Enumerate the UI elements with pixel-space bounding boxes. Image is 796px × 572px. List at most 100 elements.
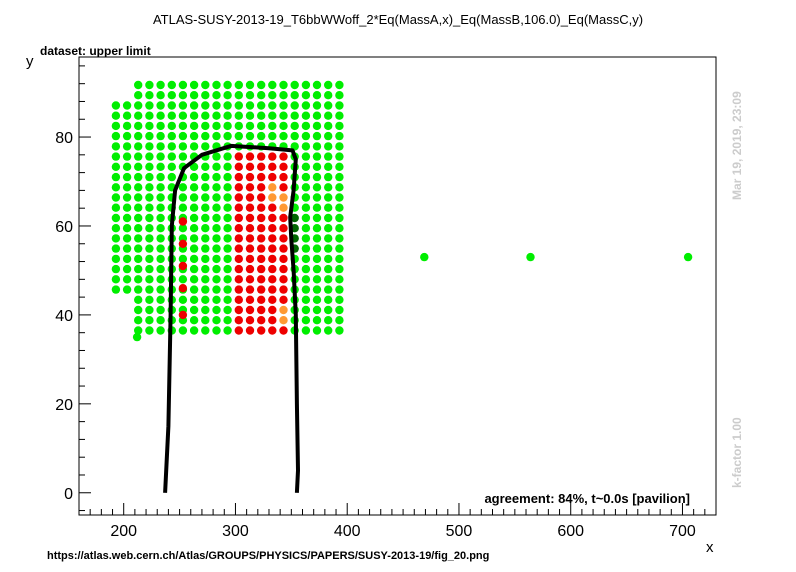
data-point <box>257 264 266 274</box>
data-point <box>189 305 199 315</box>
data-point <box>156 172 165 182</box>
data-point <box>201 142 210 151</box>
data-point <box>324 142 333 151</box>
data-point <box>257 213 266 223</box>
data-point <box>279 193 288 202</box>
data-point <box>335 203 344 212</box>
data-point <box>178 183 188 192</box>
data-point <box>134 316 143 325</box>
data-point <box>167 162 176 171</box>
data-point <box>201 285 210 294</box>
data-point <box>335 162 344 171</box>
data-point <box>134 285 143 294</box>
data-point <box>111 162 121 171</box>
data-point <box>279 172 288 182</box>
y-tick-label: 0 <box>64 486 73 503</box>
data-point <box>134 275 143 284</box>
kfactor-note: k-factor 1.00 <box>730 417 744 488</box>
data-point <box>312 131 322 141</box>
data-point <box>122 224 132 233</box>
data-point <box>268 131 277 141</box>
data-point <box>335 244 344 253</box>
data-point <box>178 284 188 293</box>
data-point <box>223 213 232 223</box>
data-point <box>201 316 210 325</box>
data-point <box>245 183 255 192</box>
data-point <box>324 172 333 182</box>
data-point <box>234 224 243 233</box>
data-point <box>245 131 255 141</box>
data-point <box>279 234 288 243</box>
data-point <box>178 239 188 248</box>
data-point <box>122 275 132 284</box>
data-point <box>234 275 243 284</box>
data-point <box>257 111 266 120</box>
data-point <box>145 275 154 284</box>
data-point <box>189 326 199 335</box>
data-point <box>212 111 221 120</box>
data-point <box>312 162 322 171</box>
data-point <box>145 316 154 325</box>
x-tick-label: 700 <box>669 523 696 540</box>
data-point <box>145 193 154 202</box>
data-point <box>268 213 277 223</box>
data-point <box>279 101 288 110</box>
data-point <box>145 162 154 171</box>
data-point <box>312 183 322 192</box>
data-point <box>156 111 165 120</box>
data-point <box>145 91 154 100</box>
data-point <box>111 172 121 182</box>
data-point <box>212 295 221 304</box>
data-point <box>201 172 210 182</box>
data-point <box>335 213 344 223</box>
data-point <box>245 111 255 120</box>
data-point <box>223 203 232 212</box>
data-point <box>167 80 176 90</box>
data-point <box>234 152 243 161</box>
data-point <box>234 111 243 120</box>
data-point <box>122 285 132 294</box>
data-point <box>212 213 221 223</box>
data-point <box>212 254 221 264</box>
data-point <box>268 305 277 315</box>
data-point <box>245 172 255 182</box>
data-point <box>234 162 243 171</box>
data-point <box>234 285 243 294</box>
data-point <box>167 142 176 151</box>
data-point <box>279 326 288 335</box>
data-point <box>189 142 199 151</box>
data-point <box>134 101 143 110</box>
data-point <box>178 121 188 131</box>
data-point <box>156 193 165 202</box>
data-point <box>268 172 277 182</box>
data-point <box>257 131 266 141</box>
data-point <box>245 264 255 274</box>
data-point <box>312 101 322 110</box>
data-point <box>301 162 311 171</box>
x-tick-label: 400 <box>334 523 361 540</box>
data-point <box>189 193 199 202</box>
data-point <box>301 172 311 182</box>
data-point <box>201 305 210 315</box>
data-point <box>312 305 322 315</box>
data-point <box>134 234 143 243</box>
data-point <box>212 326 221 335</box>
data-point <box>301 121 311 131</box>
data-point <box>301 285 311 294</box>
data-point <box>279 152 288 161</box>
data-point <box>145 152 154 161</box>
data-point <box>234 295 243 304</box>
data-point <box>134 91 143 100</box>
data-point <box>212 275 221 284</box>
data-point <box>134 305 143 315</box>
data-point <box>212 244 221 253</box>
data-point <box>279 244 288 253</box>
data-point <box>111 264 121 274</box>
data-point <box>111 224 121 233</box>
data-point <box>268 152 277 161</box>
data-point <box>223 295 232 304</box>
data-point <box>268 224 277 233</box>
data-point <box>167 101 176 110</box>
data-point <box>301 305 311 315</box>
data-point <box>111 101 121 110</box>
